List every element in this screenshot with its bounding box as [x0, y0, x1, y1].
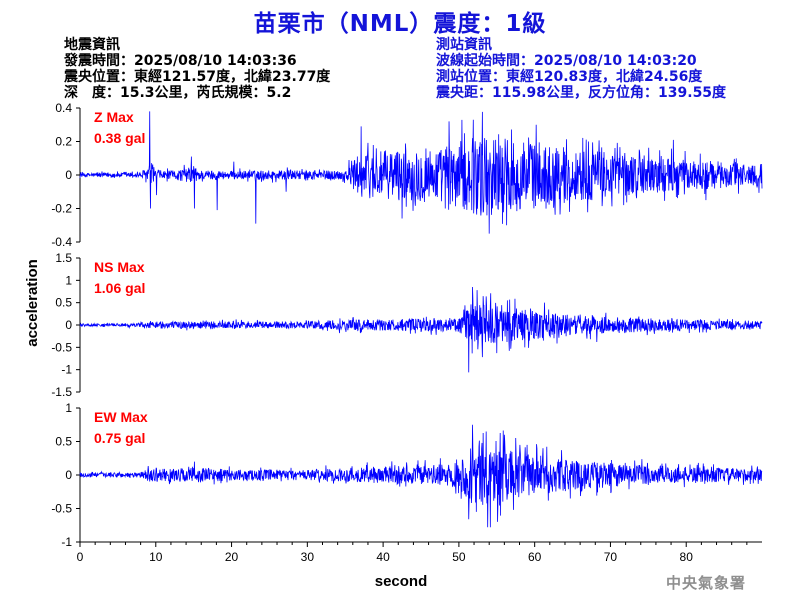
- component-max-ew: 0.75 gal: [94, 430, 145, 446]
- x-tick-label: 50: [452, 550, 466, 564]
- waveform-ew: [79, 424, 763, 528]
- quake-origin-time: 發震時間：2025/08/10 14:03:36: [64, 53, 297, 69]
- waveform-ns: [79, 287, 763, 373]
- y-tick-label-ns: 1.5: [55, 251, 72, 265]
- y-tick-label-z: 0.2: [55, 135, 72, 149]
- station-distance: 震央距：115.98公里，反方位角：139.55度: [436, 85, 727, 101]
- y-tick-label-z: 0: [65, 168, 72, 182]
- y-tick-label-ew: -0.5: [51, 502, 72, 516]
- quake-epicenter: 震央位置：東經121.57度，北緯23.77度: [64, 69, 331, 85]
- x-tick-label: 20: [225, 550, 239, 564]
- quake-info-block: 地震資訊 發震時間：2025/08/10 14:03:36 震央位置：東經121…: [64, 37, 330, 101]
- y-tick-label-ns: -1.5: [51, 385, 72, 399]
- quake-depth-magnitude: 深 度：15.3公里，芮氏規模：5.2: [64, 85, 292, 101]
- station-info-block: 測站資訊 波線起始時間：2025/08/10 14:03:20 測站位置：東經1…: [436, 37, 726, 101]
- component-label-z: Z Max: [94, 109, 134, 125]
- y-tick-label-z: 0.4: [55, 101, 72, 115]
- y-axis-label: acceleration: [24, 259, 41, 347]
- y-tick-label-ns: -0.5: [51, 340, 72, 354]
- component-max-ns: 1.06 gal: [94, 280, 145, 296]
- x-tick-label: 60: [528, 550, 542, 564]
- y-tick-label-z: -0.2: [51, 202, 72, 216]
- station-info-heading: 測站資訊: [436, 37, 492, 53]
- y-tick-label-z: -0.4: [51, 235, 72, 249]
- y-tick-label-ns: 0: [65, 318, 72, 332]
- x-tick-label: 10: [149, 550, 163, 564]
- x-tick-label: 40: [376, 550, 390, 564]
- x-tick-label: 30: [301, 550, 315, 564]
- y-tick-label-ew: 0.5: [55, 435, 72, 449]
- waveform-z: [79, 111, 763, 234]
- agency-credit: 中央氣象署: [665, 574, 746, 592]
- x-tick-label: 80: [680, 550, 694, 564]
- x-tick-label: 70: [604, 550, 618, 564]
- y-tick-label-ns: -1: [61, 363, 72, 377]
- chart-title: 苗栗市（NML）震度：1級: [253, 11, 547, 37]
- component-label-ew: EW Max: [94, 409, 148, 425]
- station-start-time: 波線起始時間：2025/08/10 14:03:20: [436, 53, 697, 69]
- x-axis-label: second: [375, 573, 428, 590]
- y-tick-label-ns: 1: [65, 273, 72, 287]
- component-label-ns: NS Max: [94, 259, 145, 275]
- x-tick-label: 0: [77, 550, 84, 564]
- station-location: 測站位置：東經120.83度，北緯24.56度: [436, 69, 703, 85]
- component-max-z: 0.38 gal: [94, 130, 145, 146]
- y-tick-label-ew: 0: [65, 468, 72, 482]
- y-tick-label-ew: 1: [65, 401, 72, 415]
- quake-info-heading: 地震資訊: [64, 37, 120, 53]
- y-tick-label-ns: 0.5: [55, 296, 72, 310]
- y-tick-label-ew: -1: [61, 535, 72, 549]
